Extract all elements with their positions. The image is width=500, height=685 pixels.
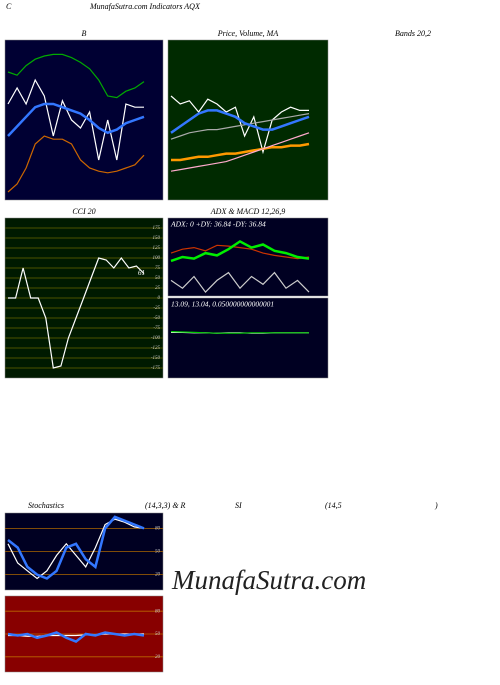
series-line — [7, 631, 145, 644]
panel-title: CCI 20 — [72, 207, 95, 216]
annotation: ADX: 0 +DY: 36.84 -DY: 36.84 — [170, 220, 266, 229]
y-tick-label: 175 — [153, 226, 161, 231]
series-line — [170, 113, 310, 140]
series-line — [7, 53, 145, 99]
y-tick-label: 75 — [155, 266, 161, 271]
panel-title: ADX & MACD 12,26,9 — [210, 207, 285, 216]
y-tick-label: -125 — [151, 346, 161, 351]
panel — [167, 297, 329, 379]
series-line — [170, 95, 309, 155]
bands-title: Bands 20,2 — [395, 29, 431, 38]
series-line — [7, 78, 144, 161]
series-line — [170, 132, 310, 172]
y-tick-label: 125 — [153, 246, 161, 251]
stoch-title: (14,3,3) & R — [145, 501, 186, 510]
series-line — [170, 109, 310, 134]
y-tick-label: -100 — [151, 336, 161, 341]
stoch-title: SI — [235, 501, 242, 510]
annotation: 13.09, 13.04, 0.050000000000001 — [171, 300, 274, 309]
symbol: C — [6, 2, 12, 11]
y-tick-label: 50 — [155, 276, 161, 281]
series-line — [7, 102, 145, 137]
y-tick-label: -150 — [151, 356, 161, 361]
series-line — [170, 271, 310, 294]
series-line — [7, 518, 145, 580]
stoch-title: (14,5 — [325, 501, 342, 510]
series-line — [7, 135, 145, 193]
y-tick-label: 20 — [155, 573, 161, 578]
y-tick-label: -175 — [151, 366, 161, 371]
y-tick-label: 20 — [155, 655, 161, 660]
panel — [167, 39, 329, 201]
y-tick-label: 150 — [153, 236, 161, 241]
series-line — [8, 257, 145, 369]
series-line — [7, 515, 145, 580]
watermark: MunafaSutra.com — [171, 565, 366, 595]
y-tick-label: 80 — [155, 609, 161, 614]
y-tick-label: 50 — [155, 550, 161, 555]
value-label: 61 — [138, 269, 145, 277]
y-tick-label: 100 — [153, 256, 161, 261]
y-tick-label: -75 — [153, 326, 160, 331]
stoch-title: ) — [434, 501, 438, 510]
panel-title: B — [82, 29, 87, 38]
series-line — [170, 239, 310, 263]
y-tick-label: -25 — [153, 306, 160, 311]
y-tick-label: 50 — [155, 632, 161, 637]
y-tick-label: -50 — [153, 316, 160, 321]
series-line — [171, 142, 310, 162]
series-line — [170, 244, 310, 260]
series-line — [170, 331, 309, 334]
stoch-title: Stochastics — [28, 501, 64, 510]
site-title: MunafaSutra.com Indicators AQX — [89, 2, 201, 11]
panel-title: Price, Volume, MA — [217, 29, 279, 38]
y-tick-label: 80 — [155, 527, 161, 532]
y-tick-label: 0 — [158, 296, 161, 301]
y-tick-label: 25 — [155, 286, 161, 291]
